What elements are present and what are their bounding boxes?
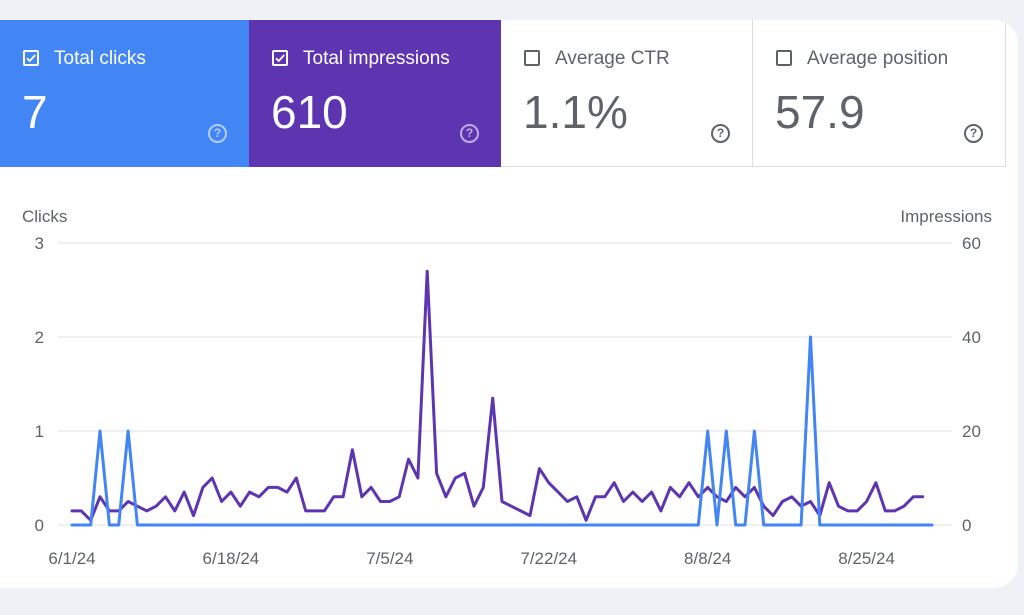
metric-tabs: Total clicks 7 ? Total impressions 610 ?… xyxy=(0,20,1006,167)
left-tick-label: 1 xyxy=(35,422,44,441)
total-impressions-tab[interactable]: Total impressions 610 ? xyxy=(249,20,501,167)
performance-card: Total clicks 7 ? Total impressions 610 ?… xyxy=(0,20,1018,588)
total-clicks-checkbox-icon[interactable] xyxy=(23,50,39,66)
total-clicks-label: Total clicks xyxy=(54,48,146,69)
right-tick-label: 20 xyxy=(962,422,981,441)
average-position-value: 57.9 xyxy=(775,86,865,138)
right-axis-title: Impressions xyxy=(900,207,992,226)
help-icon[interactable]: ? xyxy=(460,124,479,143)
right-tick-label: 40 xyxy=(962,328,981,347)
left-tick-label: 3 xyxy=(35,234,44,253)
x-tick-label: 8/8/24 xyxy=(684,549,731,568)
total-clicks-value: 7 xyxy=(22,86,48,138)
average-ctr-tab[interactable]: Average CTR 1.1% ? xyxy=(501,20,753,167)
average-ctr-checkbox-icon[interactable] xyxy=(524,50,540,66)
left-tick-label: 2 xyxy=(35,328,44,347)
clicks-series-line xyxy=(70,335,934,527)
impressions-series-line xyxy=(70,269,925,522)
x-tick-label: 6/1/24 xyxy=(48,549,95,568)
average-ctr-label: Average CTR xyxy=(555,48,670,69)
x-tick-label: 7/5/24 xyxy=(366,549,413,568)
total-impressions-checkbox-icon[interactable] xyxy=(272,50,288,66)
performance-chart: 0 1 2 3 0 20 40 60 6/1/24 6/18/24 7/5/24 7/22/24 8… xyxy=(35,234,981,568)
average-position-tab[interactable]: Average position 57.9 ? xyxy=(753,20,1006,167)
help-icon[interactable]: ? xyxy=(964,124,983,143)
left-tick-label: 0 xyxy=(35,516,44,535)
x-tick-label: 8/25/24 xyxy=(838,549,895,568)
help-icon[interactable]: ? xyxy=(208,124,227,143)
average-position-label: Average position xyxy=(807,48,949,69)
x-tick-label: 6/18/24 xyxy=(203,549,260,568)
right-tick-label: 0 xyxy=(962,516,971,535)
x-tick-label: 7/22/24 xyxy=(520,549,577,568)
help-icon[interactable]: ? xyxy=(711,124,730,143)
total-clicks-tab[interactable]: Total clicks 7 ? xyxy=(0,20,249,167)
right-tick-label: 60 xyxy=(962,234,981,253)
total-impressions-value: 610 xyxy=(271,86,348,138)
average-ctr-value: 1.1% xyxy=(523,86,628,138)
average-position-checkbox-icon[interactable] xyxy=(776,50,792,66)
left-axis-title: Clicks xyxy=(22,207,68,226)
total-impressions-label: Total impressions xyxy=(303,48,450,69)
